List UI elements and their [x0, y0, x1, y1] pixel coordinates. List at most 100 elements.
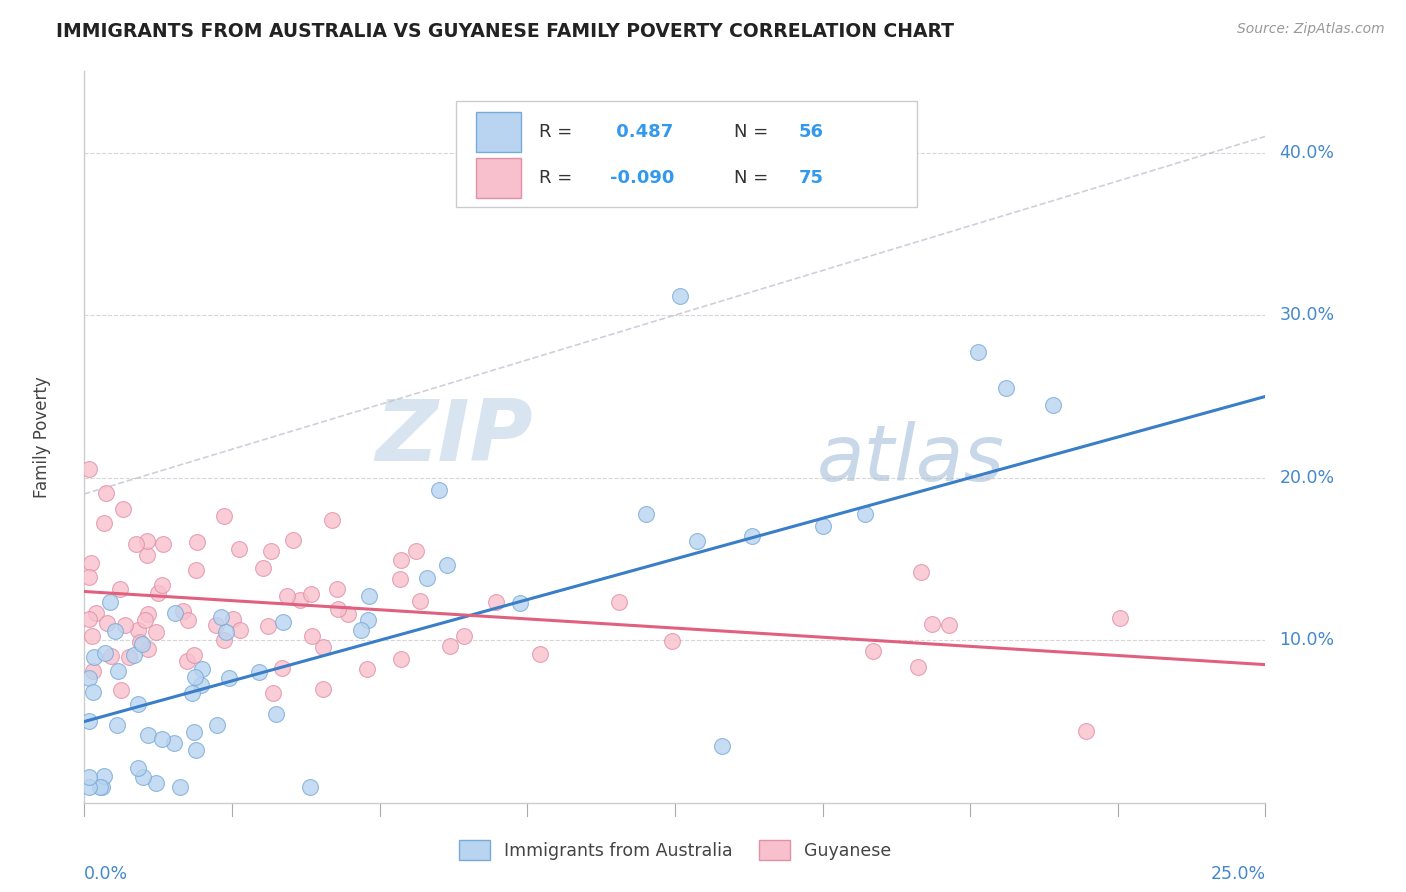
- Point: [183, 648, 205, 662]
- Point: [103, 624, 125, 639]
- Text: -0.090: -0.090: [610, 169, 675, 187]
- Point: [264, 706, 287, 721]
- Text: IMMIGRANTS FROM AUSTRALIA VS GUYANESE FAMILY POVERTY CORRELATION CHART: IMMIGRANTS FROM AUSTRALIA VS GUYANESE FA…: [56, 22, 955, 41]
- Point: [273, 615, 295, 629]
- Point: [205, 618, 228, 632]
- Point: [357, 613, 380, 627]
- Point: [77, 770, 100, 784]
- Text: ZIP: ZIP: [375, 395, 533, 479]
- Point: [389, 553, 412, 567]
- Point: [94, 486, 117, 500]
- Text: 40.0%: 40.0%: [1279, 144, 1334, 161]
- Point: [125, 537, 148, 551]
- Point: [312, 681, 335, 696]
- Point: [131, 637, 153, 651]
- Point: [636, 508, 658, 522]
- Point: [429, 483, 451, 497]
- Point: [118, 650, 141, 665]
- Point: [326, 582, 349, 597]
- Text: R =: R =: [538, 123, 578, 141]
- Point: [214, 509, 236, 524]
- Point: [93, 516, 115, 530]
- Text: 56: 56: [799, 123, 824, 141]
- Point: [77, 462, 100, 476]
- Text: 30.0%: 30.0%: [1279, 306, 1334, 324]
- Point: [107, 664, 129, 678]
- Point: [326, 602, 349, 616]
- Point: [172, 604, 194, 618]
- Text: 0.487: 0.487: [610, 123, 673, 141]
- Point: [207, 718, 229, 732]
- Point: [257, 619, 280, 633]
- Point: [184, 670, 207, 684]
- Point: [136, 607, 159, 621]
- Point: [283, 533, 305, 548]
- Point: [260, 543, 283, 558]
- Point: [436, 558, 458, 573]
- Point: [1074, 724, 1097, 739]
- Legend: Immigrants from Australia, Guyanese: Immigrants from Australia, Guyanese: [451, 833, 898, 867]
- Point: [299, 587, 322, 601]
- Point: [110, 683, 132, 698]
- Point: [98, 595, 121, 609]
- Text: 75: 75: [799, 169, 824, 187]
- Point: [132, 770, 155, 784]
- Point: [485, 595, 508, 609]
- Point: [105, 718, 128, 732]
- Point: [686, 534, 709, 549]
- Point: [77, 569, 100, 583]
- Point: [276, 589, 298, 603]
- Text: N =: N =: [734, 169, 773, 187]
- Point: [910, 565, 932, 579]
- Point: [350, 623, 373, 637]
- Point: [184, 743, 207, 757]
- Point: [1108, 610, 1130, 624]
- Point: [100, 648, 122, 663]
- Point: [169, 780, 191, 794]
- Point: [83, 649, 105, 664]
- Point: [82, 685, 104, 699]
- Point: [135, 548, 157, 562]
- Text: Source: ZipAtlas.com: Source: ZipAtlas.com: [1237, 22, 1385, 37]
- Point: [321, 513, 343, 527]
- Point: [247, 665, 270, 679]
- Point: [711, 739, 734, 753]
- Point: [150, 731, 173, 746]
- Point: [529, 647, 551, 661]
- Point: [77, 671, 100, 685]
- Point: [661, 634, 683, 648]
- Point: [86, 606, 108, 620]
- Point: [127, 697, 149, 711]
- Text: Family Poverty: Family Poverty: [34, 376, 51, 498]
- Text: R =: R =: [538, 169, 578, 187]
- Point: [405, 544, 427, 558]
- Point: [212, 633, 235, 648]
- Point: [89, 780, 111, 794]
- Point: [388, 573, 411, 587]
- Point: [416, 571, 439, 585]
- Point: [146, 586, 169, 600]
- Point: [337, 607, 360, 622]
- Point: [184, 564, 207, 578]
- Point: [114, 618, 136, 632]
- Point: [80, 556, 103, 570]
- Point: [127, 761, 149, 775]
- Point: [136, 641, 159, 656]
- Point: [145, 625, 167, 640]
- Point: [176, 654, 198, 668]
- Point: [862, 644, 884, 658]
- Point: [853, 507, 876, 521]
- Point: [134, 613, 156, 627]
- Point: [186, 535, 208, 549]
- Point: [183, 725, 205, 739]
- Point: [136, 728, 159, 742]
- Point: [96, 616, 118, 631]
- Point: [271, 661, 294, 675]
- Point: [215, 625, 238, 640]
- Text: 10.0%: 10.0%: [1279, 632, 1334, 649]
- Point: [741, 529, 763, 543]
- Point: [152, 536, 174, 550]
- Point: [813, 519, 835, 533]
- Point: [127, 624, 149, 638]
- Point: [112, 501, 135, 516]
